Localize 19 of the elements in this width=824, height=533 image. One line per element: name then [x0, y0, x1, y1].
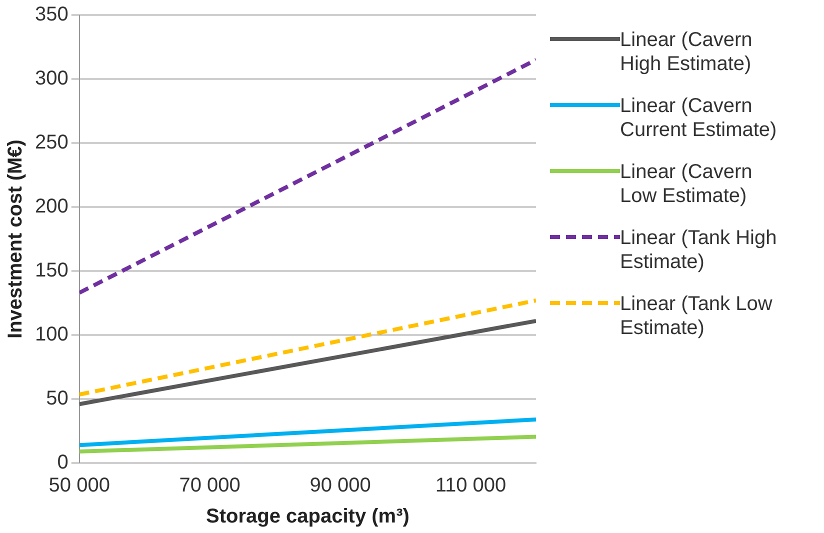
legend-label: Linear (Cavern High Estimate) [620, 28, 754, 76]
y-tick-label: 350 [34, 4, 68, 26]
y-axis-title: Investment cost (M€) [4, 140, 27, 338]
x-tick-label: 50 000 [48, 474, 110, 497]
y-tick-label: 150 [34, 260, 68, 282]
y-tick-label: 100 [34, 324, 68, 346]
x-tick-label: 90 000 [310, 474, 371, 497]
legend-label: Linear (Cavern Current Estimate) [620, 94, 778, 142]
x-tick-label: 70 000 [179, 474, 240, 497]
legend-label: Linear (Tank Low Estimate) [620, 292, 774, 340]
y-tick-label: 50 [46, 388, 68, 410]
legend-label: Linear (Tank High Estimate) [620, 226, 778, 274]
y-tick-label: 250 [34, 132, 68, 154]
y-tick-label: 300 [34, 68, 68, 90]
y-tick-label: 0 [57, 452, 68, 474]
x-axis-title: Storage capacity (m³) [206, 506, 410, 528]
x-tick-label: 110 000 [435, 474, 506, 497]
y-tick-label: 200 [34, 196, 68, 218]
legend-label: Linear (Cavern Low Estimate) [620, 160, 754, 208]
